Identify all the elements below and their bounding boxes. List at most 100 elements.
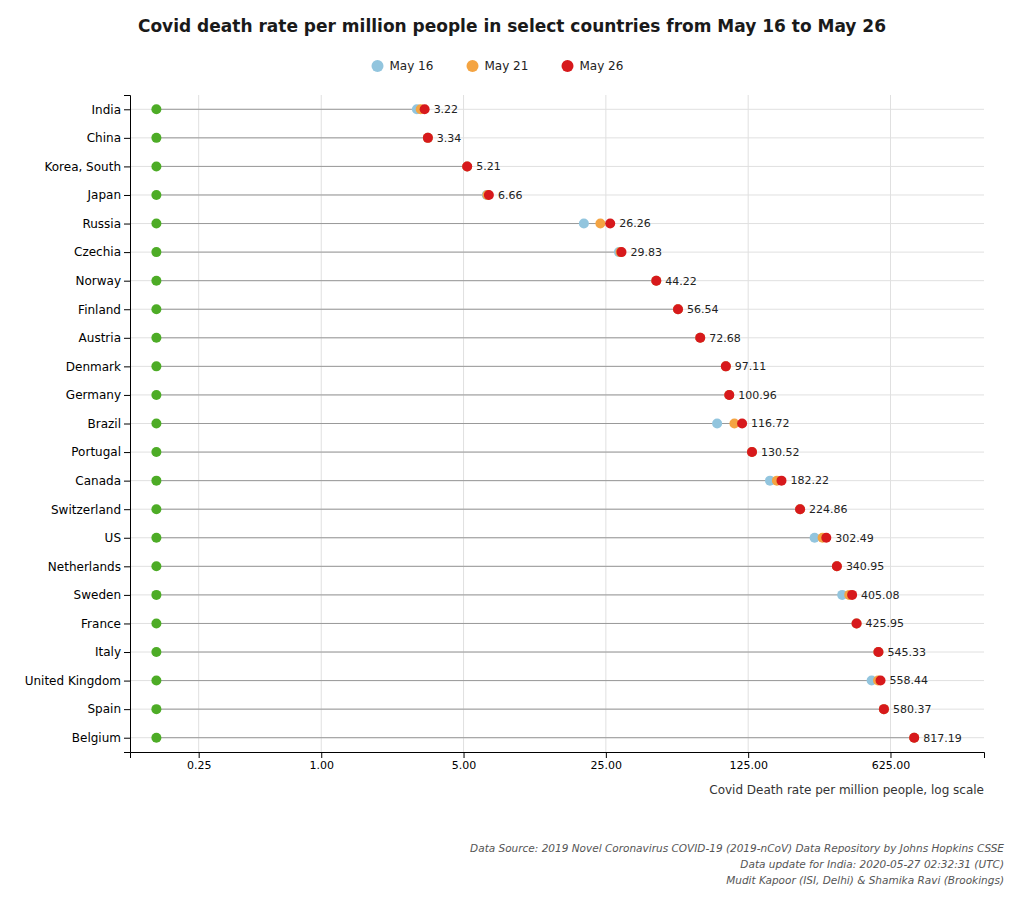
dot	[873, 647, 883, 657]
range-line	[156, 166, 467, 167]
dot	[616, 247, 626, 257]
dot	[151, 190, 161, 200]
dot	[151, 304, 161, 314]
tick-mark	[124, 738, 130, 739]
tick-mark	[124, 566, 130, 567]
tick-mark	[124, 595, 130, 596]
tick: Denmark	[66, 360, 130, 374]
tick-label: 1.00	[309, 759, 334, 772]
range-line	[156, 394, 729, 395]
range-line	[156, 337, 700, 338]
dot	[151, 504, 161, 514]
dot-series	[416, 104, 919, 742]
dot	[879, 704, 889, 714]
range-line	[156, 737, 914, 738]
source-note: Data Source: 2019 Novel Coronavirus COVI…	[470, 842, 1004, 854]
dot	[151, 104, 161, 114]
legend-item: May 26	[562, 59, 624, 73]
tick-label: China	[87, 131, 121, 145]
tick-label: Switzerland	[51, 503, 121, 517]
dot	[879, 704, 889, 714]
data-label: 26.26	[619, 217, 651, 230]
range-line	[156, 509, 800, 510]
legend-label: May 26	[580, 59, 624, 73]
data-label: 100.96	[738, 389, 777, 402]
tick-label: Portugal	[71, 445, 121, 459]
dot	[151, 390, 161, 400]
data-label: 3.34	[437, 132, 462, 145]
grid-line	[130, 394, 984, 395]
dot	[423, 133, 433, 143]
dot	[724, 390, 734, 400]
dot	[151, 590, 161, 600]
range-line	[156, 566, 836, 567]
tick-mark	[606, 752, 607, 758]
dot	[423, 133, 433, 143]
dot	[832, 561, 842, 571]
dot	[795, 504, 805, 514]
tick: Canada	[75, 474, 130, 488]
tick-label: 0.25	[187, 759, 212, 772]
dot	[151, 247, 161, 257]
axis-line	[131, 753, 985, 759]
data-label: 56.54	[687, 303, 719, 316]
dot	[695, 333, 705, 343]
dot	[747, 447, 757, 457]
tick-label: Korea, South	[44, 160, 121, 174]
dot	[879, 704, 889, 714]
tick-mark	[890, 752, 891, 758]
tick-label: United Kingdom	[25, 674, 121, 688]
tick-mark	[124, 538, 130, 539]
dot	[151, 161, 161, 171]
dot	[776, 476, 786, 486]
data-label: 302.49	[835, 532, 874, 545]
legend-swatch	[562, 60, 574, 72]
dot	[151, 704, 161, 714]
grid-line	[130, 452, 984, 453]
data-label: 224.86	[809, 503, 848, 516]
tick-mark	[124, 195, 130, 196]
tick-mark	[124, 309, 130, 310]
dot	[151, 533, 161, 543]
range-line	[156, 252, 621, 253]
data-label: 116.72	[751, 417, 790, 430]
dot	[832, 561, 842, 571]
dot	[695, 333, 705, 343]
tick: Brazil	[88, 417, 131, 431]
tick-mark	[124, 166, 130, 167]
dot	[605, 219, 615, 229]
tick-label: US	[105, 531, 121, 545]
range-line	[156, 309, 678, 310]
tick-mark	[124, 138, 130, 139]
grid-line	[130, 509, 984, 510]
tick-mark	[124, 424, 130, 425]
dot-series	[420, 104, 920, 742]
grid-line	[130, 137, 984, 138]
legend-label: May 16	[390, 59, 434, 73]
dot	[673, 304, 683, 314]
tick: United Kingdom	[25, 674, 130, 688]
range-line	[156, 709, 884, 710]
plot: 0.251.005.0025.00125.00625.00IndiaChinaK…	[25, 95, 985, 772]
tick: Germany	[66, 388, 130, 402]
range-line	[156, 423, 742, 424]
tick: 5.00	[452, 752, 477, 772]
dot	[721, 361, 731, 371]
tick-mark	[124, 709, 130, 710]
tick: Austria	[79, 331, 130, 345]
tick-label: 25.00	[591, 759, 623, 772]
annotations: Data Source: 2019 Novel Coronavirus COVI…	[470, 842, 1004, 886]
dot	[151, 561, 161, 571]
grid-line	[130, 480, 984, 481]
dot	[847, 590, 857, 600]
dot	[712, 419, 722, 429]
dot	[151, 733, 161, 743]
dot	[852, 618, 862, 628]
tick: Netherlands	[48, 560, 130, 574]
tick-label: Italy	[95, 645, 121, 659]
dot	[151, 333, 161, 343]
grid-line	[130, 109, 984, 110]
legend-label: May 21	[485, 59, 529, 73]
grid-line	[130, 423, 984, 424]
grid-line	[130, 309, 984, 310]
